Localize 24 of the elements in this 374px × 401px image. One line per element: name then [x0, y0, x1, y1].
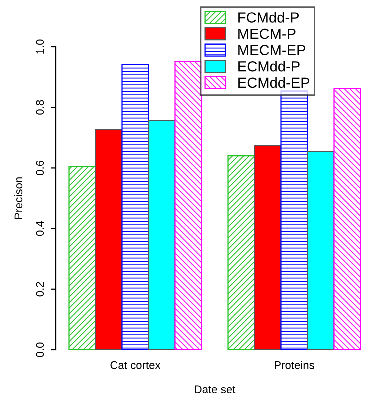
y-tick-label: 0.8: [36, 100, 44, 115]
y-axis-title: Precison: [14, 178, 23, 220]
bar: [174, 60, 202, 350]
bar: [148, 120, 176, 350]
y-tick-label: 0.6: [36, 160, 44, 176]
bar: [122, 64, 150, 350]
legend-label: ECMdd-P: [238, 61, 300, 72]
bar: [228, 156, 256, 350]
legend-label: MECM-EP: [238, 45, 306, 56]
bar: [334, 88, 362, 350]
bar: [254, 145, 282, 350]
x-axis-title: Date set: [195, 386, 236, 394]
y-tick-label: 0.2: [36, 282, 44, 297]
legend-label: MECM-P: [238, 28, 296, 40]
legend-label: FCMdd-P: [238, 12, 300, 23]
y-tick-label: 0.0: [36, 342, 44, 358]
legend-label: ECMdd-EP: [238, 77, 310, 88]
x-tick-label: Proteins: [275, 361, 314, 370]
y-tick-label: 1.0: [36, 40, 44, 54]
y-tick-label: 0.4: [36, 221, 44, 236]
bar: [68, 166, 96, 350]
bar: [95, 129, 123, 350]
x-tick-label: Cat cortex: [110, 361, 161, 370]
bar: [307, 151, 335, 350]
